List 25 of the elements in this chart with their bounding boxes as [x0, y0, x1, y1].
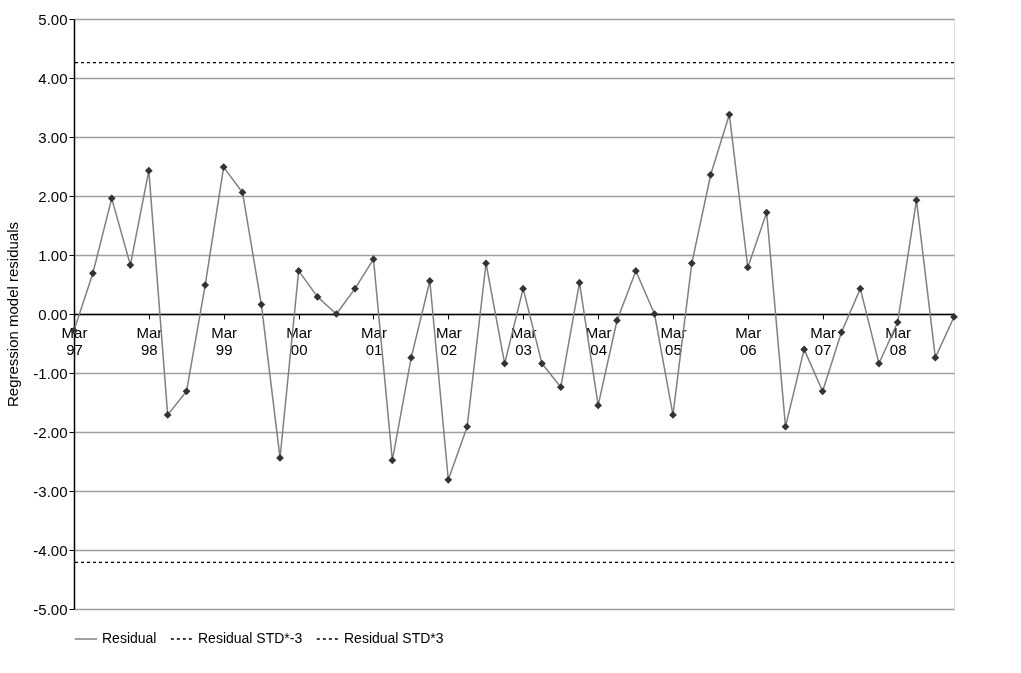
- x-tick-label: Mar 99: [211, 323, 238, 358]
- y-axis-title: Regression model residuals: [4, 221, 22, 408]
- x-tick-label: Mar 02: [435, 323, 462, 358]
- x-tick-label: Mar 05: [660, 323, 687, 358]
- x-tick-label: Mar 98: [136, 323, 163, 358]
- x-tick-label: Mar 08: [885, 323, 912, 358]
- y-tick-label: -4.00: [33, 541, 68, 559]
- legend-label: Residual STD*-3: [198, 630, 303, 646]
- y-tick-label: 1.00: [38, 246, 68, 264]
- x-tick-label: Mar 00: [286, 323, 313, 358]
- y-tick-label: 4.00: [38, 69, 68, 87]
- y-tick-label: 2.00: [38, 187, 68, 205]
- x-tick-label: Mar 04: [585, 323, 612, 358]
- x-tick-label: Mar 03: [510, 323, 537, 358]
- y-tick-label: -3.00: [33, 482, 68, 500]
- y-tick-label: 3.00: [38, 128, 68, 146]
- y-tick-label: -5.00: [33, 600, 68, 618]
- legend-label: Residual: [102, 630, 157, 646]
- legend-label: Residual STD*3: [344, 630, 444, 646]
- y-tick-label: 5.00: [38, 10, 68, 28]
- y-tick-label: -1.00: [33, 364, 68, 382]
- x-tick-label: Mar 07: [810, 323, 837, 358]
- y-tick-label: -2.00: [33, 423, 68, 441]
- x-tick-label: Mar 06: [735, 323, 762, 358]
- y-tick-label: 0.00: [38, 305, 68, 323]
